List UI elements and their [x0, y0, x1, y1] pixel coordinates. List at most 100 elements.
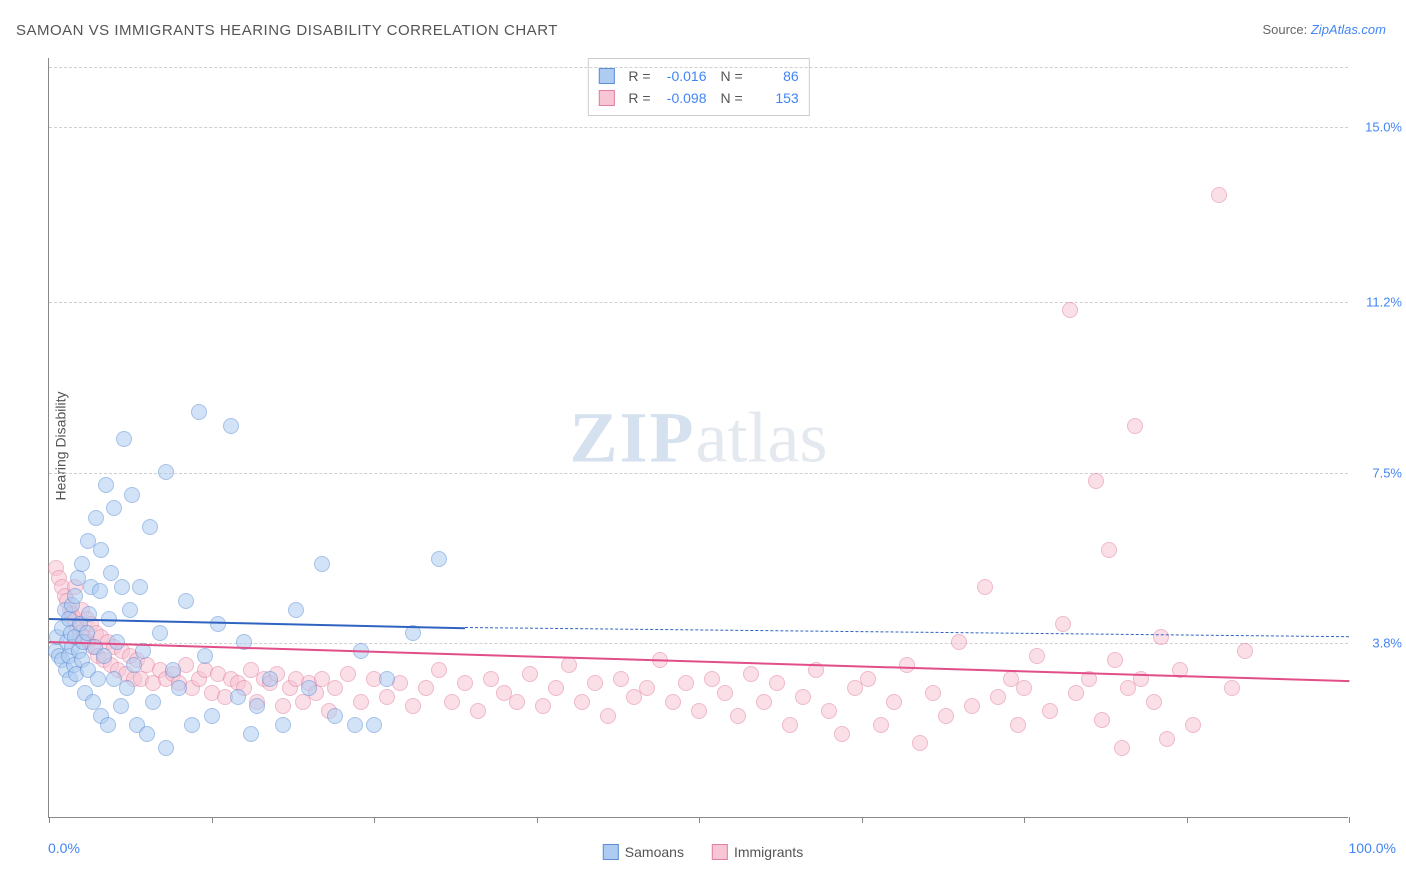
legend-label: Immigrants — [734, 844, 803, 860]
data-point — [795, 689, 811, 705]
source-attribution: Source: ZipAtlas.com — [1262, 22, 1386, 37]
data-point — [951, 634, 967, 650]
data-point — [347, 717, 363, 733]
data-point — [509, 694, 525, 710]
series-legend: Samoans Immigrants — [603, 844, 803, 860]
x-tick — [1349, 817, 1350, 823]
data-point — [230, 689, 246, 705]
data-point — [96, 648, 112, 664]
y-tick-label: 15.0% — [1352, 120, 1402, 135]
data-point — [743, 666, 759, 682]
stat-n-value: 86 — [751, 65, 799, 87]
data-point — [74, 556, 90, 572]
data-point — [860, 671, 876, 687]
data-point — [126, 657, 142, 673]
data-point — [158, 740, 174, 756]
x-tick — [374, 817, 375, 823]
data-point — [639, 680, 655, 696]
data-point — [116, 431, 132, 447]
data-point — [704, 671, 720, 687]
data-point — [340, 666, 356, 682]
data-point — [834, 726, 850, 742]
data-point — [288, 602, 304, 618]
data-point — [114, 579, 130, 595]
data-point — [249, 698, 265, 714]
data-point — [912, 735, 928, 751]
data-point — [1159, 731, 1175, 747]
trend-line-dashed — [465, 627, 1349, 637]
data-point — [1062, 302, 1078, 318]
data-point — [977, 579, 993, 595]
y-tick-label: 7.5% — [1352, 465, 1402, 480]
data-point — [103, 565, 119, 581]
data-point — [191, 404, 207, 420]
data-point — [178, 593, 194, 609]
data-point — [1107, 652, 1123, 668]
data-point — [899, 657, 915, 673]
data-point — [665, 694, 681, 710]
data-point — [964, 698, 980, 714]
data-point — [1088, 473, 1104, 489]
y-tick-label: 3.8% — [1352, 635, 1402, 650]
data-point — [418, 680, 434, 696]
data-point — [67, 588, 83, 604]
data-point — [314, 556, 330, 572]
stat-n-key: N = — [721, 87, 743, 109]
data-point — [132, 579, 148, 595]
data-point — [1127, 418, 1143, 434]
data-point — [122, 602, 138, 618]
data-point — [92, 583, 108, 599]
stats-row: R =-0.016N =86 — [598, 65, 798, 87]
data-point — [925, 685, 941, 701]
watermark-atlas: atlas — [696, 397, 828, 477]
data-point — [678, 675, 694, 691]
data-point — [301, 680, 317, 696]
data-point — [1224, 680, 1240, 696]
x-tick — [212, 817, 213, 823]
gridline-h — [49, 473, 1348, 474]
y-tick-label: 11.2% — [1352, 295, 1402, 310]
data-point — [1153, 629, 1169, 645]
data-point — [152, 625, 168, 641]
data-point — [444, 694, 460, 710]
data-point — [379, 689, 395, 705]
data-point — [327, 680, 343, 696]
data-point — [1185, 717, 1201, 733]
data-point — [158, 464, 174, 480]
data-point — [873, 717, 889, 733]
trend-line — [49, 641, 1349, 682]
data-point — [106, 500, 122, 516]
data-point — [353, 694, 369, 710]
data-point — [1094, 712, 1110, 728]
data-point — [379, 671, 395, 687]
data-point — [730, 708, 746, 724]
data-point — [90, 671, 106, 687]
source-link[interactable]: ZipAtlas.com — [1311, 22, 1386, 37]
data-point — [470, 703, 486, 719]
data-point — [171, 680, 187, 696]
data-point — [139, 726, 155, 742]
data-point — [88, 510, 104, 526]
x-tick — [1024, 817, 1025, 823]
data-point — [113, 698, 129, 714]
legend-swatch — [603, 844, 619, 860]
data-point — [535, 698, 551, 714]
chart-title: SAMOAN VS IMMIGRANTS HEARING DISABILITY … — [16, 22, 558, 39]
data-point — [100, 717, 116, 733]
legend-swatch — [598, 68, 614, 84]
stat-n-value: 153 — [751, 87, 799, 109]
data-point — [756, 694, 772, 710]
data-point — [1042, 703, 1058, 719]
x-tick — [49, 817, 50, 823]
gridline-h — [49, 67, 1348, 68]
stats-row: R =-0.098N =153 — [598, 87, 798, 109]
legend-label: Samoans — [625, 844, 684, 860]
data-point — [119, 680, 135, 696]
data-point — [366, 717, 382, 733]
x-axis-min-label: 0.0% — [48, 840, 80, 856]
data-point — [1101, 542, 1117, 558]
data-point — [431, 551, 447, 567]
x-tick — [862, 817, 863, 823]
data-point — [1068, 685, 1084, 701]
data-point — [243, 726, 259, 742]
